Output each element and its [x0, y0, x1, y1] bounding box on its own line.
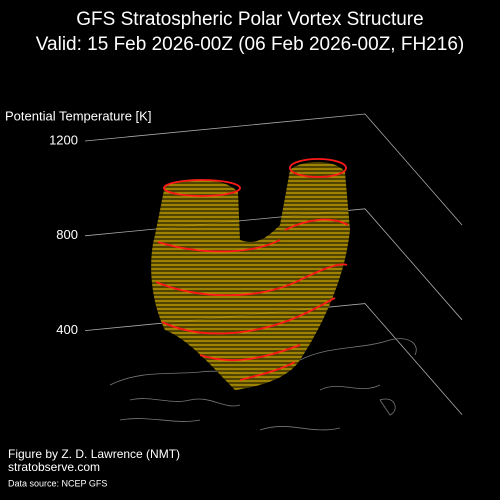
vortex — [151, 158, 350, 390]
z-tick-label: 400 — [56, 322, 78, 337]
z-axis-label: Potential Temperature [K] — [5, 108, 151, 123]
grid-line — [84, 113, 463, 226]
chart-subtitle: Valid: 15 Feb 2026-00Z (06 Feb 2026-00Z,… — [36, 34, 464, 55]
data-source: Data source: NCEP GFS — [8, 478, 107, 488]
z-tick-label: 800 — [56, 227, 78, 242]
coastlines — [109, 338, 417, 431]
credit: Figure by Z. D. Lawrence (NMT) — [8, 447, 180, 461]
z-tick-label: 1200 — [49, 132, 78, 147]
website: stratobserve.com — [8, 460, 100, 474]
chart-title: GFS Stratospheric Polar Vortex Structure — [76, 9, 423, 30]
